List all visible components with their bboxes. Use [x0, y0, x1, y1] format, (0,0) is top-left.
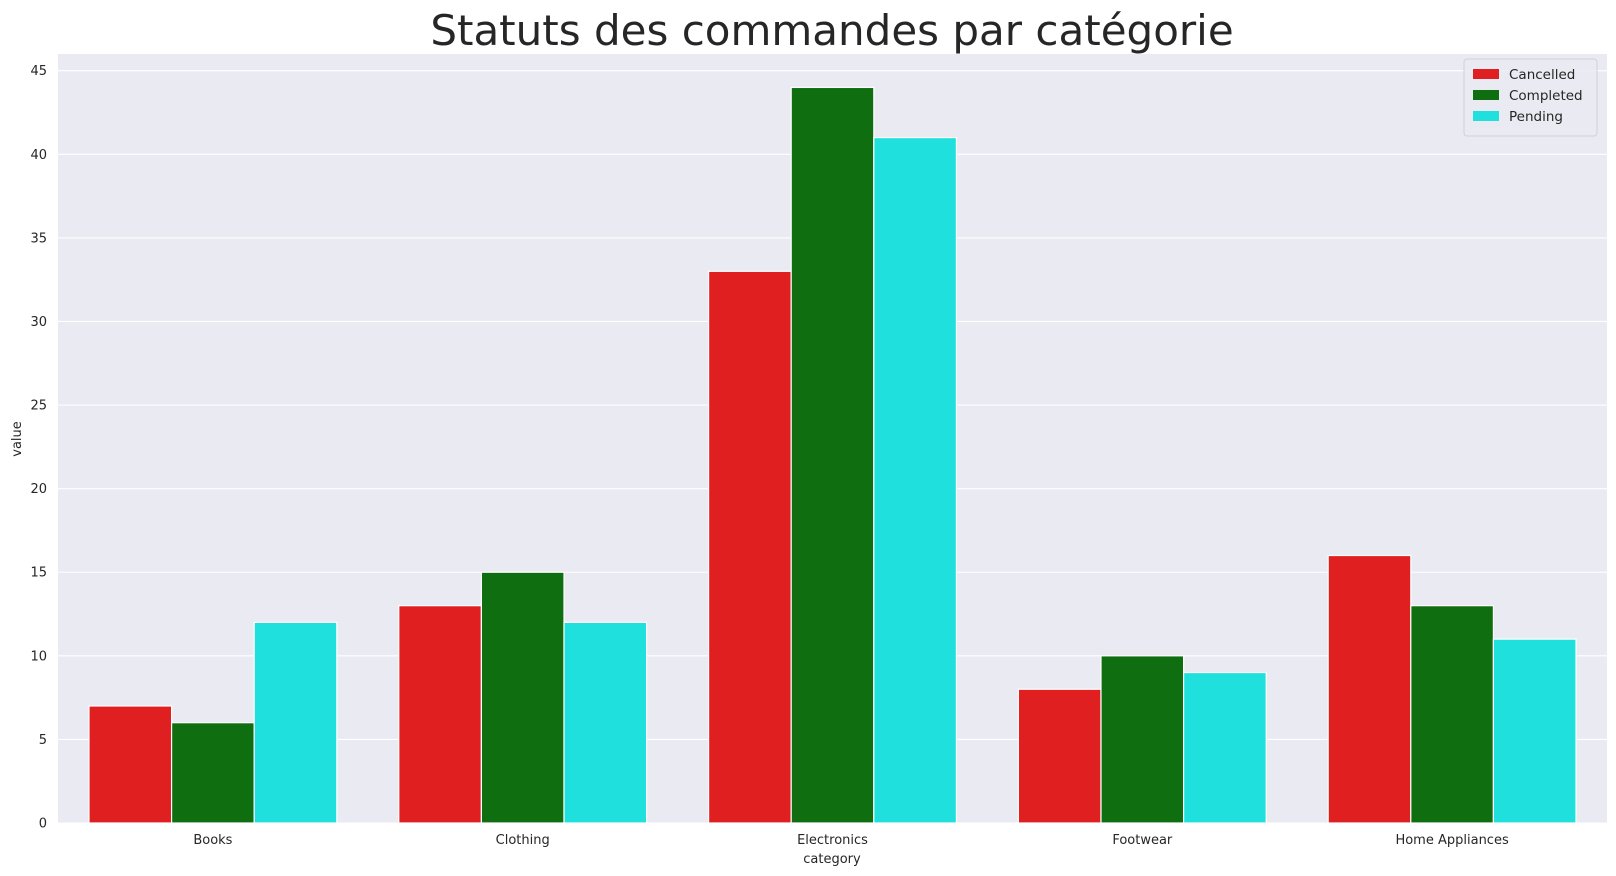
y-tick-label: 0 — [39, 817, 47, 832]
legend-swatch-cancelled — [1473, 69, 1499, 79]
bar-pending-clothing — [563, 621, 648, 824]
y-tick-label: 5 — [39, 733, 47, 748]
bar-cancelled-home-appliances — [1327, 554, 1412, 824]
y-tick-label: 25 — [30, 399, 47, 414]
y-tick-label: 20 — [30, 482, 47, 497]
bar-completed-footwear — [1100, 655, 1185, 824]
y-tick-label: 30 — [30, 315, 47, 330]
y-axis-label: value — [10, 421, 25, 457]
x-tick-label: Footwear — [1112, 833, 1173, 848]
legend-swatch-pending — [1473, 111, 1499, 121]
y-tick-label: 45 — [30, 64, 47, 79]
bar-cancelled-electronics — [707, 270, 792, 824]
x-axis-label: category — [803, 852, 861, 867]
chart-title: Statuts des commandes par catégorie — [430, 6, 1233, 55]
bar-pending-home-appliances — [1492, 638, 1577, 824]
x-tick-label: Home Appliances — [1395, 833, 1508, 848]
bar-completed-home-appliances — [1410, 605, 1495, 824]
x-tick-label: Clothing — [496, 833, 550, 848]
y-axis-ticks: 0 5 10 15 20 25 30 35 40 45 — [30, 64, 47, 831]
x-axis-ticks: Books Clothing Electronics Footwear Home App… — [193, 833, 1509, 848]
y-tick-label: 10 — [30, 649, 47, 664]
bar-completed-clothing — [480, 571, 565, 824]
bar-completed-books — [170, 722, 255, 824]
bar-cancelled-footwear — [1017, 688, 1102, 824]
x-tick-label: Electronics — [797, 833, 868, 848]
bar-completed-electronics — [790, 86, 875, 824]
y-tick-label: 40 — [30, 148, 47, 163]
legend-label-cancelled: Cancelled — [1509, 67, 1575, 83]
legend-label-pending: Pending — [1509, 109, 1563, 125]
bar-cancelled-books — [88, 705, 173, 824]
legend-swatch-completed — [1473, 90, 1499, 100]
y-tick-label: 15 — [30, 566, 47, 581]
bar-pending-electronics — [873, 136, 958, 824]
legend-label-completed: Completed — [1509, 88, 1583, 104]
legend: Cancelled Completed Pending — [1463, 58, 1598, 137]
x-tick-label: Books — [193, 833, 232, 848]
bar-cancelled-clothing — [398, 605, 482, 824]
bar-pending-books — [253, 621, 338, 824]
bars — [88, 86, 1577, 824]
bar-pending-footwear — [1183, 671, 1267, 824]
y-tick-label: 35 — [30, 231, 47, 246]
